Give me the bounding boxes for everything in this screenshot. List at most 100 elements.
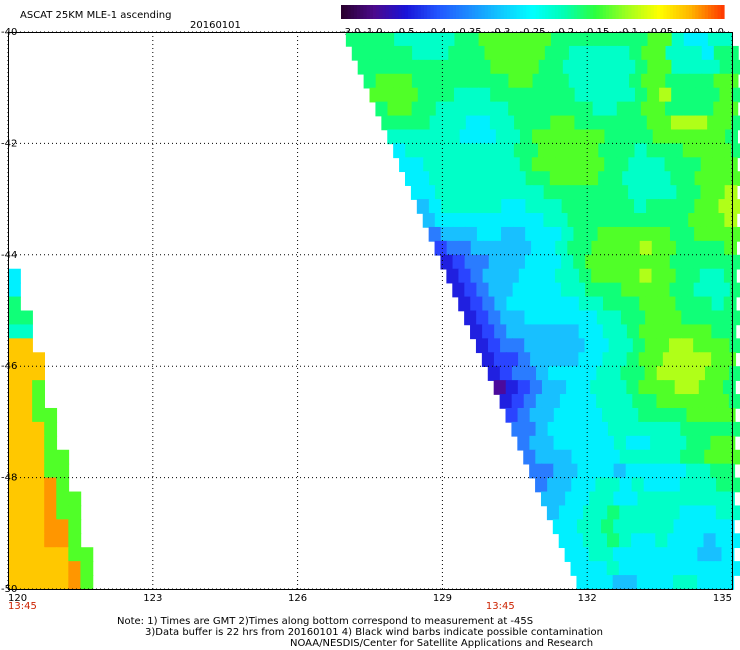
swath-cell [568, 45, 582, 61]
swath-cell [495, 157, 509, 173]
swath-cell [627, 213, 641, 228]
swath-cell [639, 268, 653, 284]
swath-cell [691, 561, 705, 576]
swath-cell [8, 380, 21, 395]
swath-cell [656, 338, 670, 354]
swath-cell [595, 505, 609, 521]
swath-cell [655, 505, 669, 521]
swath-cell [465, 115, 479, 131]
swath-cell [471, 157, 485, 173]
swath-cell [453, 199, 466, 214]
swath-cell [481, 352, 495, 367]
swath-cell [680, 449, 693, 465]
swath-cell [693, 310, 707, 326]
swath-cell [723, 352, 737, 367]
swath-cell [80, 575, 94, 590]
swath-cell [658, 115, 672, 131]
color-scale-cell [641, 5, 645, 19]
swath-cell [718, 143, 732, 159]
swath-cell [549, 171, 563, 186]
swath-cell [568, 73, 582, 89]
swath-cell [694, 226, 707, 242]
swath-cell [536, 282, 550, 298]
swath-cell [453, 171, 467, 186]
swath-cell [465, 143, 479, 159]
swath-cell [645, 226, 659, 242]
swath-cell [601, 463, 615, 479]
swath-cell [682, 171, 696, 186]
swath-cell [375, 73, 389, 89]
swath-cell [607, 449, 621, 465]
swath-cell [585, 199, 599, 214]
swath-cell [535, 477, 548, 493]
swath-cell [683, 32, 697, 47]
swath-cell [477, 115, 491, 131]
swath-cell [514, 115, 527, 131]
swath-cell [548, 310, 562, 326]
swath-cell [526, 59, 540, 75]
swath-cell [710, 380, 724, 395]
swath-cell [566, 296, 580, 312]
swath-cell [629, 73, 642, 89]
color-scale-cell [341, 5, 345, 19]
swath-cell [688, 129, 702, 145]
swath-cell [680, 394, 694, 409]
swath-cell [718, 171, 732, 186]
swath-cell [524, 338, 538, 354]
latitude-label: -44 [1, 250, 17, 261]
color-scale-cell [538, 5, 543, 19]
swath-cell [555, 185, 569, 200]
color-scale-cell [372, 5, 377, 19]
swath-cell [607, 421, 621, 437]
swath-cell [712, 240, 725, 256]
color-scale-cell [561, 5, 566, 19]
swath-cell [698, 407, 712, 423]
swath-cell [537, 226, 551, 242]
color-scale-cell [462, 5, 467, 19]
swath-cell [602, 324, 616, 340]
swath-cell [429, 115, 443, 131]
swath-cell [664, 157, 678, 173]
swath-cell [20, 380, 33, 395]
swath-cell [405, 59, 419, 75]
swath-cell [363, 45, 377, 61]
color-scale-cell [350, 5, 355, 19]
swath-cell [470, 324, 483, 340]
swath-cell [565, 435, 579, 451]
swath-cell [8, 491, 21, 507]
color-scale-cell [647, 5, 652, 19]
swath-cell [646, 115, 660, 131]
swath-cell [546, 505, 560, 521]
swath-cell [488, 254, 502, 270]
swath-cell [608, 366, 622, 381]
swath-cell [523, 421, 537, 437]
swath-cell [442, 32, 456, 47]
swath-cell [620, 366, 634, 381]
swath-cell [724, 240, 738, 256]
swath-cell [8, 463, 21, 479]
swath-cell [552, 519, 566, 535]
swath-cell [576, 519, 590, 535]
swath-cell [561, 199, 575, 214]
color-scale-cell [443, 5, 447, 19]
swath-cell [32, 505, 45, 521]
color-scale-cell [682, 5, 687, 19]
swath-cell [550, 87, 564, 103]
swath-cell [651, 296, 665, 312]
color-scale-cell [602, 5, 607, 19]
swath-cell [464, 310, 477, 326]
swath-cell [458, 268, 472, 284]
swath-cell [32, 547, 45, 562]
swath-cell [568, 129, 582, 145]
swath-cell [709, 547, 723, 562]
swath-cell [447, 129, 461, 145]
color-scale-cell [500, 5, 505, 19]
swath-cell [644, 366, 658, 381]
swath-cell [594, 561, 608, 576]
swath-cell [712, 213, 726, 228]
swath-cell [611, 32, 625, 47]
swath-cell [704, 421, 718, 437]
swath-cell [507, 185, 521, 200]
swath-cell [705, 310, 719, 326]
swath-cell [657, 282, 671, 298]
